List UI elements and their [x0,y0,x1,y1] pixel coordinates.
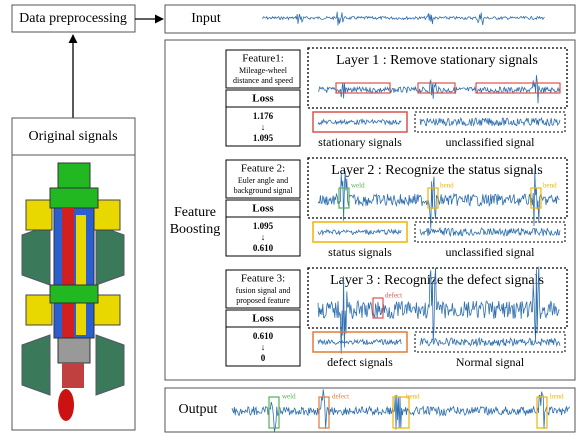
boosting-label: Boosting [170,222,221,237]
tag-label: weld [282,393,296,401]
boosting-label: Feature [174,205,216,220]
sample-label: unclassified signal [446,135,536,149]
output-label: Output [179,402,218,417]
original-label: Original signals [28,129,117,144]
layer-title: Layer 3 : Recognize the defect signals [330,273,544,288]
loss-to: 0 [261,353,266,363]
loss-from: 1.176 [253,111,274,121]
feature-description: distance and speed [233,76,293,85]
tag-label: defect [385,292,402,300]
tag-label: bend [550,393,564,401]
tag-label: defect [332,393,349,401]
loss-from: 0.610 [253,331,274,341]
feature-title: Feature 2: [241,163,285,175]
loss-arrow: ↓ [261,342,266,352]
input-label: Input [191,11,221,26]
sample-label: unclassified signal [446,245,536,259]
loss-label: Loss [252,313,274,325]
loss-label: Loss [252,203,274,215]
loss-to: 1.095 [253,133,274,143]
loss-arrow: ↓ [261,122,266,132]
feature-title: Feature 3: [241,273,285,285]
tag-label: weld [351,182,365,190]
feature-title: Feature1: [242,53,284,65]
preprocessing-label: Data preprocessing [19,11,127,26]
layer-title: Layer 2 : Recognize the status signals [331,163,543,178]
sample-label: Normal signal [456,355,525,369]
feature-description: Mileage-wheel [239,66,288,75]
tag-label: bend [406,393,420,401]
layer-title: Layer 1 : Remove stationary signals [336,53,538,68]
feature-description: proposed feature [236,296,290,305]
loss-label: Loss [252,93,274,105]
loss-arrow: ↓ [261,232,266,242]
loss-to: 0.610 [253,243,274,253]
diagram: Data preprocessing Input Original signal… [0,0,582,436]
feature-description: background signal [234,186,294,195]
tag-label: bend [440,182,454,190]
loss-from: 1.095 [253,221,274,231]
sample-label: defect signals [327,355,393,369]
sample-label: stationary signals [318,135,402,149]
feature-description: Euler angle and [238,176,288,185]
input-box [165,5,575,33]
feature-description: fusion signal and [236,286,291,295]
sample-label: status signals [328,245,392,259]
tag-label: bend [543,182,557,190]
